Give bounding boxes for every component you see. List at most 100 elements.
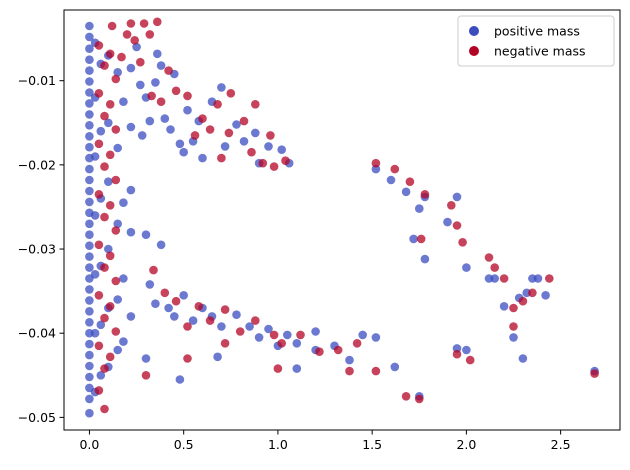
data-point [205,125,215,134]
data-point [156,61,166,70]
data-point [145,30,155,39]
data-point [105,201,115,210]
data-point [175,375,185,384]
data-point [85,99,94,108]
data-point [416,234,426,244]
data-point [194,302,204,311]
data-point [105,251,115,261]
x-tick-label: 0.0 [79,437,99,452]
data-point [96,371,106,380]
data-point [490,263,500,272]
data-point [217,322,226,331]
data-point [119,198,128,207]
data-point [224,128,234,138]
data-point [85,142,94,152]
data-point [111,175,121,185]
data-point [85,408,94,418]
data-point [251,316,260,325]
data-point [105,100,115,109]
data-point [85,77,94,86]
data-point [292,339,302,348]
series-negative-mass [94,17,599,414]
data-point [164,303,173,313]
data-point [85,164,94,174]
data-point [352,339,362,348]
data-point [90,152,100,161]
data-point [188,316,198,325]
legend-box [457,15,615,67]
data-point [217,83,226,92]
data-point [107,21,117,31]
data-point [100,404,109,414]
data-point [452,349,462,359]
data-point [490,274,500,283]
data-point [220,142,230,151]
data-point [105,49,115,59]
data-point [183,322,192,331]
data-point [217,153,226,163]
data-point [104,244,113,254]
data-point [590,369,599,378]
data-point [296,330,305,340]
data-point [499,274,509,283]
data-point [105,150,115,160]
data-point [232,120,241,129]
data-point [281,156,290,165]
data-point [119,97,128,106]
data-point [119,337,128,346]
data-point [119,274,128,283]
data-point [509,303,518,313]
data-point [105,352,115,362]
legend-marker [469,26,479,36]
x-axis: 0.0 0.5 1.0 1.5 2.0 2.5 [79,430,571,452]
data-point [85,318,94,327]
data-point [509,322,518,331]
y-tick-label: −0.03 [18,242,56,257]
data-point [132,42,141,52]
data-point [239,116,249,126]
data-point [94,89,104,98]
data-point [100,313,109,323]
data-point [213,100,222,109]
data-point [160,114,170,123]
data-point [401,392,411,401]
data-point [94,386,104,395]
data-point [141,371,151,380]
data-point [85,230,94,239]
data-point [126,227,136,237]
data-point [171,296,181,306]
data-point [518,296,528,306]
y-tick-label: −0.01 [18,73,56,88]
data-point [85,44,94,53]
data-point [85,88,94,97]
data-point [85,132,94,141]
data-point [179,291,188,300]
data-point [85,21,94,31]
data-point [156,97,166,106]
x-tick-label: 2.0 [456,437,476,452]
data-point [179,147,188,157]
x-tick-label: 0.5 [174,437,194,452]
data-point [198,114,207,123]
data-point [104,177,113,186]
data-point [85,241,94,250]
data-point [251,128,260,138]
y-tick-label: −0.04 [18,326,56,341]
data-point [113,295,122,304]
data-point [371,333,381,342]
data-point [90,270,100,279]
data-point [141,354,151,363]
data-point [151,299,160,309]
legend-label: negative mass [494,44,586,59]
data-point [371,158,381,168]
data-point [452,192,462,202]
data-point [117,52,126,62]
data-point [311,327,320,336]
data-point [90,211,100,220]
data-point [371,366,381,376]
data-point [90,328,100,338]
data-point [85,339,94,349]
data-point [528,288,537,298]
data-point [113,68,122,77]
